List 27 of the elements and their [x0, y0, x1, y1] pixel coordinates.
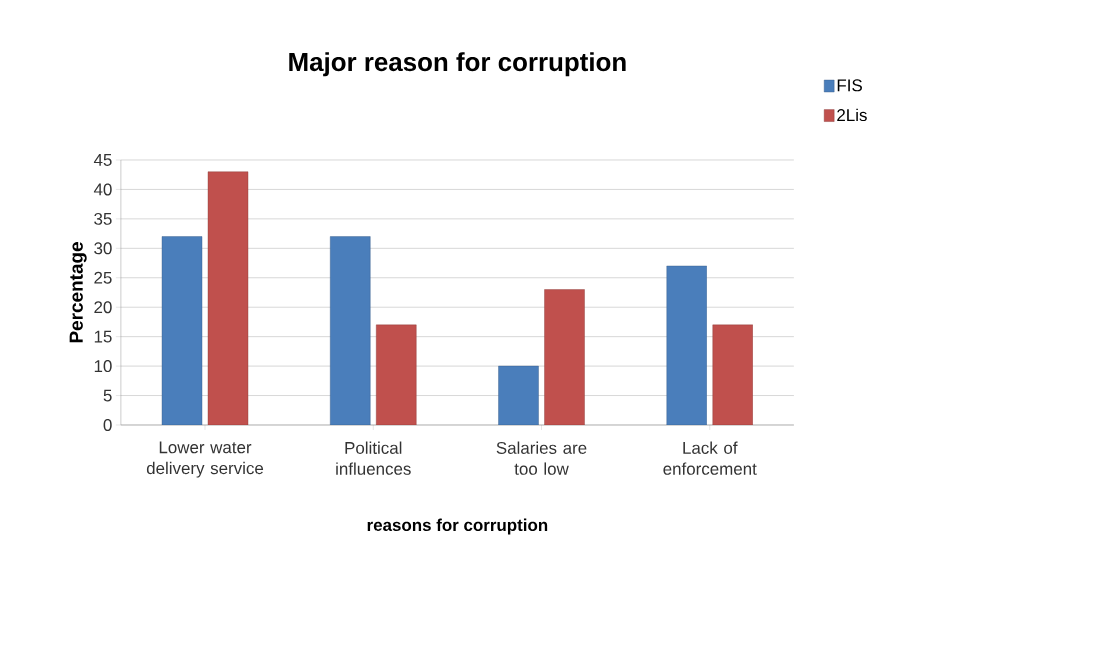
chart-title: Major reason for corruption	[289, 52, 626, 77]
x-axis-title: reasons for corruption	[367, 518, 548, 535]
y-tick-label: 25	[94, 271, 112, 284]
x-tick-label: Lack of enforcement	[663, 441, 757, 475]
y-tick-label: 40	[93, 183, 112, 196]
x-tick-label: Lower water delivery service	[146, 441, 264, 478]
bar	[544, 289, 585, 425]
legend-label: 2Lis	[837, 108, 867, 122]
bar	[498, 365, 539, 425]
y-tick-label: 5	[103, 389, 112, 402]
y-tick-label: 10	[94, 360, 112, 373]
bar	[712, 324, 753, 425]
y-tick-label: 0	[103, 418, 112, 431]
legend-label: FIS	[837, 79, 862, 92]
y-tick-label: 15	[94, 330, 112, 343]
y-axis-title: Percentage	[69, 242, 87, 343]
x-tick-label: Political influences	[336, 441, 411, 475]
bar	[376, 324, 417, 425]
y-tick-label: 35	[94, 212, 112, 225]
y-tick-label: 30	[94, 242, 112, 255]
bar	[161, 236, 203, 425]
y-tick-label: 45	[93, 154, 112, 166]
bar	[207, 171, 249, 425]
y-tick-label: 20	[94, 301, 112, 314]
x-tick-label: Salaries are too low	[496, 441, 587, 475]
bar	[666, 265, 707, 425]
bar	[330, 236, 371, 425]
